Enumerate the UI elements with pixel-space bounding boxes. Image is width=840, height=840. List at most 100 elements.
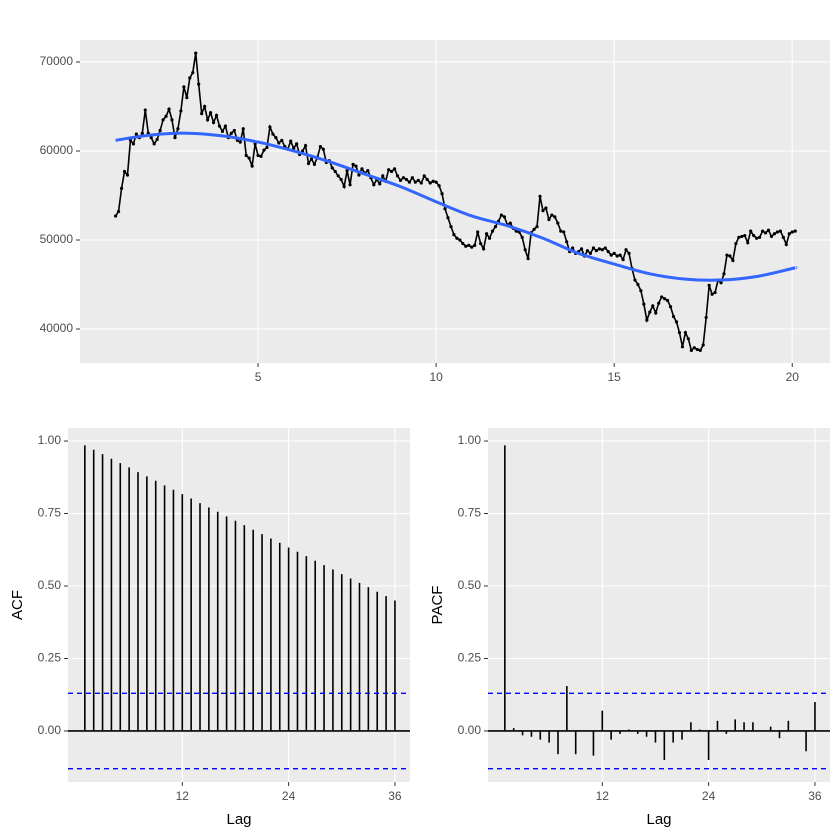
point [434, 180, 438, 184]
y-tick-label: 1.00 [458, 433, 482, 447]
point [122, 169, 127, 174]
point [526, 257, 530, 261]
point [707, 283, 711, 287]
point [440, 192, 444, 196]
point [200, 112, 204, 116]
point [520, 235, 524, 239]
point [508, 221, 512, 225]
point [594, 249, 598, 253]
point [479, 241, 483, 246]
x-tick-label: 24 [282, 789, 296, 803]
point [339, 177, 343, 182]
point [309, 157, 314, 161]
point [241, 127, 245, 131]
point [556, 221, 560, 225]
point [654, 311, 658, 315]
point [333, 169, 337, 174]
point [250, 164, 254, 168]
point [274, 136, 278, 140]
point [134, 132, 138, 136]
point [395, 174, 400, 178]
y-tick-label: 0.00 [458, 723, 482, 737]
point [476, 230, 480, 234]
point [544, 206, 548, 210]
point [778, 229, 782, 233]
point [244, 153, 248, 158]
point [499, 213, 504, 217]
point [446, 216, 450, 220]
point [265, 145, 269, 150]
point [775, 230, 780, 234]
y-tick-label: 40000 [40, 321, 74, 335]
point [547, 217, 551, 222]
point [674, 320, 679, 324]
point [330, 166, 334, 170]
point [268, 125, 272, 129]
point [280, 138, 284, 142]
point [612, 251, 616, 255]
point [410, 176, 414, 180]
point [588, 251, 593, 255]
point [140, 131, 144, 135]
point [214, 113, 219, 117]
y-tick-label: 1.00 [38, 433, 62, 447]
point [636, 282, 640, 287]
point [692, 346, 696, 350]
x-tick-label: 15 [608, 370, 622, 384]
x-tick-label: 10 [429, 370, 443, 384]
point [191, 71, 195, 75]
point [689, 348, 693, 352]
point [600, 248, 604, 252]
point [523, 248, 527, 252]
point [740, 234, 744, 239]
point [597, 247, 601, 251]
point [680, 345, 685, 349]
point [550, 213, 554, 217]
point [493, 225, 498, 229]
point [161, 118, 165, 122]
point [473, 243, 477, 247]
point [719, 281, 723, 285]
point [425, 177, 429, 182]
point [167, 107, 171, 111]
point [407, 180, 412, 184]
point [458, 238, 462, 242]
point [639, 289, 643, 293]
point [541, 209, 545, 213]
point [119, 186, 124, 190]
point [289, 139, 293, 143]
y-tick-label: 60000 [40, 143, 74, 157]
y-tick-label: 0.75 [38, 506, 62, 520]
point [760, 229, 765, 233]
point [220, 129, 225, 134]
point [781, 235, 785, 239]
point [345, 168, 349, 173]
point [609, 253, 613, 257]
point [490, 229, 495, 233]
point [790, 230, 794, 234]
x-tick-label: 20 [786, 370, 800, 384]
point [624, 248, 628, 252]
point [606, 249, 610, 254]
y-tick-label: 0.75 [458, 506, 482, 520]
point [737, 235, 741, 239]
point [452, 233, 456, 237]
point [660, 295, 664, 299]
point [627, 251, 631, 255]
point [772, 232, 777, 236]
x-axis-title: Lag [226, 811, 251, 828]
point [271, 132, 275, 136]
x-axis-title: Lag [646, 811, 671, 828]
point [502, 215, 506, 219]
point [532, 227, 536, 231]
panel-background [68, 428, 410, 782]
point [752, 233, 756, 238]
panel-background [488, 428, 830, 782]
y-tick-label: 0.50 [458, 578, 482, 592]
point [205, 118, 210, 122]
point [131, 142, 136, 146]
point [787, 232, 791, 236]
point [378, 182, 382, 186]
point [357, 173, 361, 177]
point [173, 136, 177, 140]
